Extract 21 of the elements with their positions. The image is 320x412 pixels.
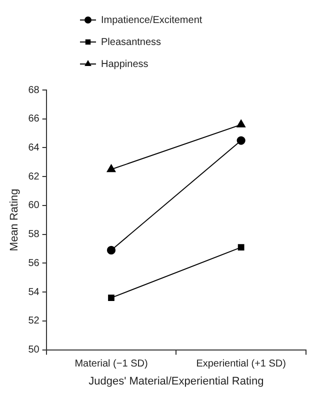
- legend-label: Impatience/Excitement: [101, 14, 202, 26]
- y-tick-label: 50: [28, 344, 40, 356]
- y-tick-label: 58: [28, 229, 40, 240]
- y-tick-label: 68: [28, 84, 40, 96]
- y-tick-label: 52: [28, 316, 40, 327]
- y-tick-label: 64: [28, 142, 40, 154]
- x-axis-title: Judges' Material/Experiential Rating: [88, 375, 264, 388]
- legend-label: Happiness: [101, 58, 148, 70]
- y-tick-label: 60: [28, 200, 40, 212]
- point: [236, 136, 246, 145]
- point: [238, 244, 244, 251]
- x-tick-label: Experiential (+1 SD): [196, 358, 286, 370]
- point: [108, 294, 114, 302]
- y-tick-label: 56: [28, 258, 40, 269]
- point: [106, 246, 116, 255]
- y-tick-label: 66: [28, 114, 40, 125]
- y-axis-title: Mean Rating: [8, 188, 21, 252]
- legend-label: Pleasantness: [101, 36, 162, 48]
- y-tick-label: 62: [28, 171, 40, 182]
- y-tick-label: 54: [28, 286, 40, 298]
- x-tick-label: Material (−1 SD): [74, 358, 148, 370]
